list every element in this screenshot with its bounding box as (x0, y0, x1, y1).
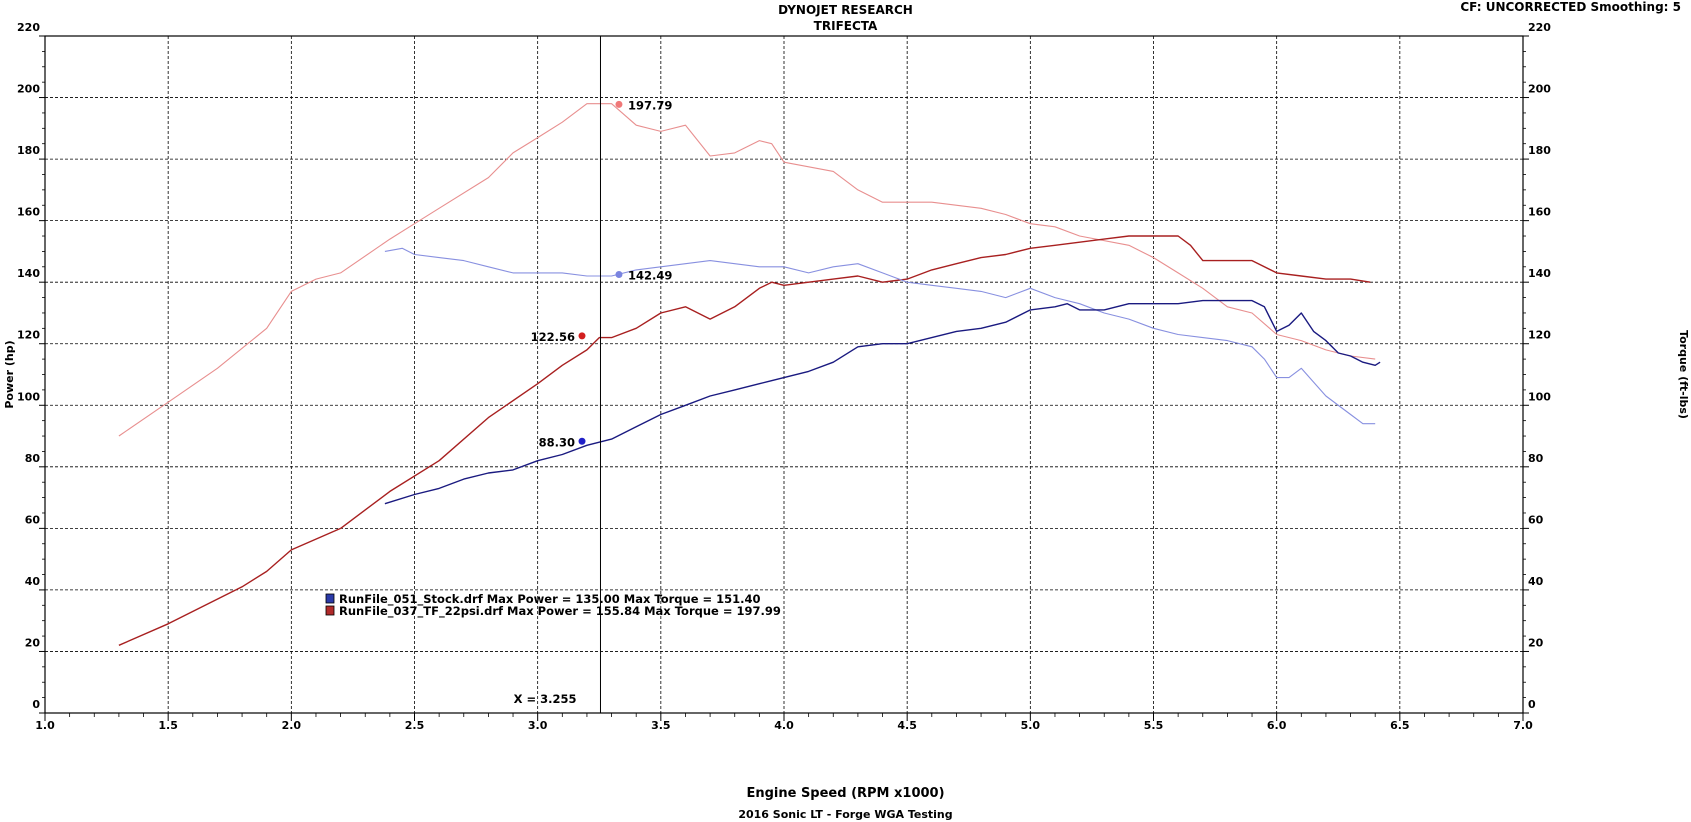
x-tick-label: 3.5 (651, 719, 671, 732)
y-tick-label-right: 100 (1528, 390, 1551, 403)
x-tick-label: 1.5 (158, 719, 178, 732)
y-tick-label-left: 140 (17, 267, 40, 280)
y-tick-label-left: 0 (32, 698, 40, 711)
x-tick-label: 5.5 (1144, 719, 1164, 732)
chart-title: DYNOJET RESEARCH (778, 3, 913, 17)
chart-footer: 2016 Sonic LT - Forge WGA Testing (738, 808, 953, 821)
y-tick-label-left: 220 (17, 21, 40, 34)
series-line (118, 235, 1371, 646)
marker-label: 122.56 (531, 330, 575, 344)
marker-label: 197.79 (628, 98, 672, 112)
y-tick-label-right: 60 (1528, 513, 1544, 526)
y-tick-label-left: 160 (17, 206, 40, 219)
y-tick-label-left: 100 (17, 390, 40, 403)
y-tick-label-left: 40 (25, 575, 41, 588)
y-tick-label-right: 180 (1528, 144, 1551, 157)
series-line (118, 103, 1376, 437)
series-line (384, 247, 1376, 425)
correction-info: CF: UNCORRECTED Smoothing: 5 (1460, 0, 1681, 14)
legend-swatch (325, 605, 335, 616)
data-marker (615, 100, 623, 108)
y-tick-label-right: 80 (1528, 452, 1544, 465)
x-tick-label: 7.0 (1513, 719, 1533, 732)
legend-swatch (325, 593, 335, 604)
x-tick-label: 2.5 (405, 719, 425, 732)
data-marker (578, 437, 586, 445)
x-tick-label: 6.5 (1390, 719, 1410, 732)
data-marker (615, 271, 623, 279)
y-tick-label-left: 60 (25, 513, 41, 526)
cursor-label: X = 3.255 (514, 692, 577, 706)
y-tick-label-left: 80 (25, 452, 41, 465)
y-tick-label-right: 120 (1528, 329, 1551, 342)
x-tick-label: 4.5 (897, 719, 917, 732)
y-tick-label-right: 220 (1528, 21, 1551, 34)
y-tick-label-right: 160 (1528, 206, 1551, 219)
y-tick-label-right: 20 (1528, 636, 1544, 649)
legend-entry: RunFile_037_TF_22psi.drf Max Power = 155… (339, 604, 781, 619)
x-tick-label: 3.0 (528, 719, 548, 732)
marker-label: 88.30 (539, 435, 575, 449)
y-axis-label-right: Torque (ft-lbs) (1677, 330, 1690, 419)
marker-label: 142.49 (628, 269, 672, 283)
legend-entry: RunFile_051_Stock.drf Max Power = 135.00… (339, 592, 761, 607)
x-tick-label: 2.0 (282, 719, 302, 732)
y-tick-label-left: 200 (17, 83, 40, 96)
y-tick-label-right: 140 (1528, 267, 1551, 280)
y-tick-label-left: 180 (17, 144, 40, 157)
chart-subtitle: TRIFECTA (813, 19, 878, 33)
x-tick-label: 4.0 (774, 719, 794, 732)
x-tick-label: 1.0 (35, 719, 55, 732)
y-axis-label-left: Power (hp) (3, 340, 16, 408)
y-tick-label-right: 0 (1528, 698, 1536, 711)
x-tick-label: 5.0 (1021, 719, 1041, 732)
data-marker (578, 332, 586, 340)
x-tick-label: 6.0 (1267, 719, 1287, 732)
y-tick-label-left: 20 (25, 636, 41, 649)
y-tick-label-right: 40 (1528, 575, 1544, 588)
y-tick-label-right: 200 (1528, 83, 1551, 96)
series-line (384, 299, 1381, 505)
x-axis-label: Engine Speed (RPM x1000) (746, 786, 945, 801)
y-tick-label-left: 120 (17, 329, 40, 342)
